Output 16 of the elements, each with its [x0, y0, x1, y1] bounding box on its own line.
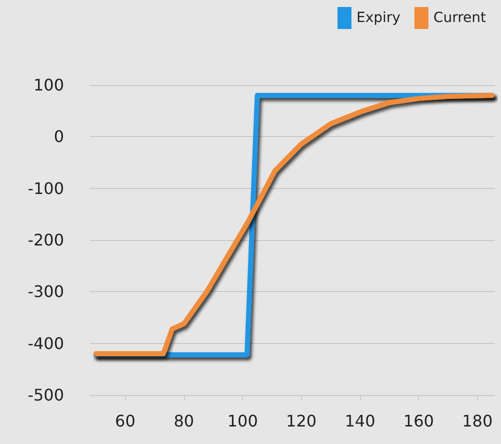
y-tick-label: 0	[54, 127, 64, 146]
x-tick-label: 80	[174, 412, 194, 430]
y-tick-label: -500	[28, 386, 64, 404]
legend-label: Expiry	[356, 10, 400, 26]
x-tick-label: 140	[344, 412, 376, 430]
x-tick-label: 100	[227, 412, 258, 430]
x-tick-label: 160	[403, 412, 434, 430]
y-tick-label: -100	[28, 178, 64, 198]
y-tick-label: -300	[28, 282, 64, 302]
y-tick-label: -200	[28, 230, 64, 250]
x-tick-label: 120	[286, 412, 317, 430]
x-tick-label: 60	[115, 412, 136, 430]
y-tick-label: -400	[28, 334, 64, 353]
y-tick-label: 100	[33, 76, 64, 94]
x-tick-label: 180	[462, 412, 493, 430]
legend-label: Current	[433, 10, 487, 26]
